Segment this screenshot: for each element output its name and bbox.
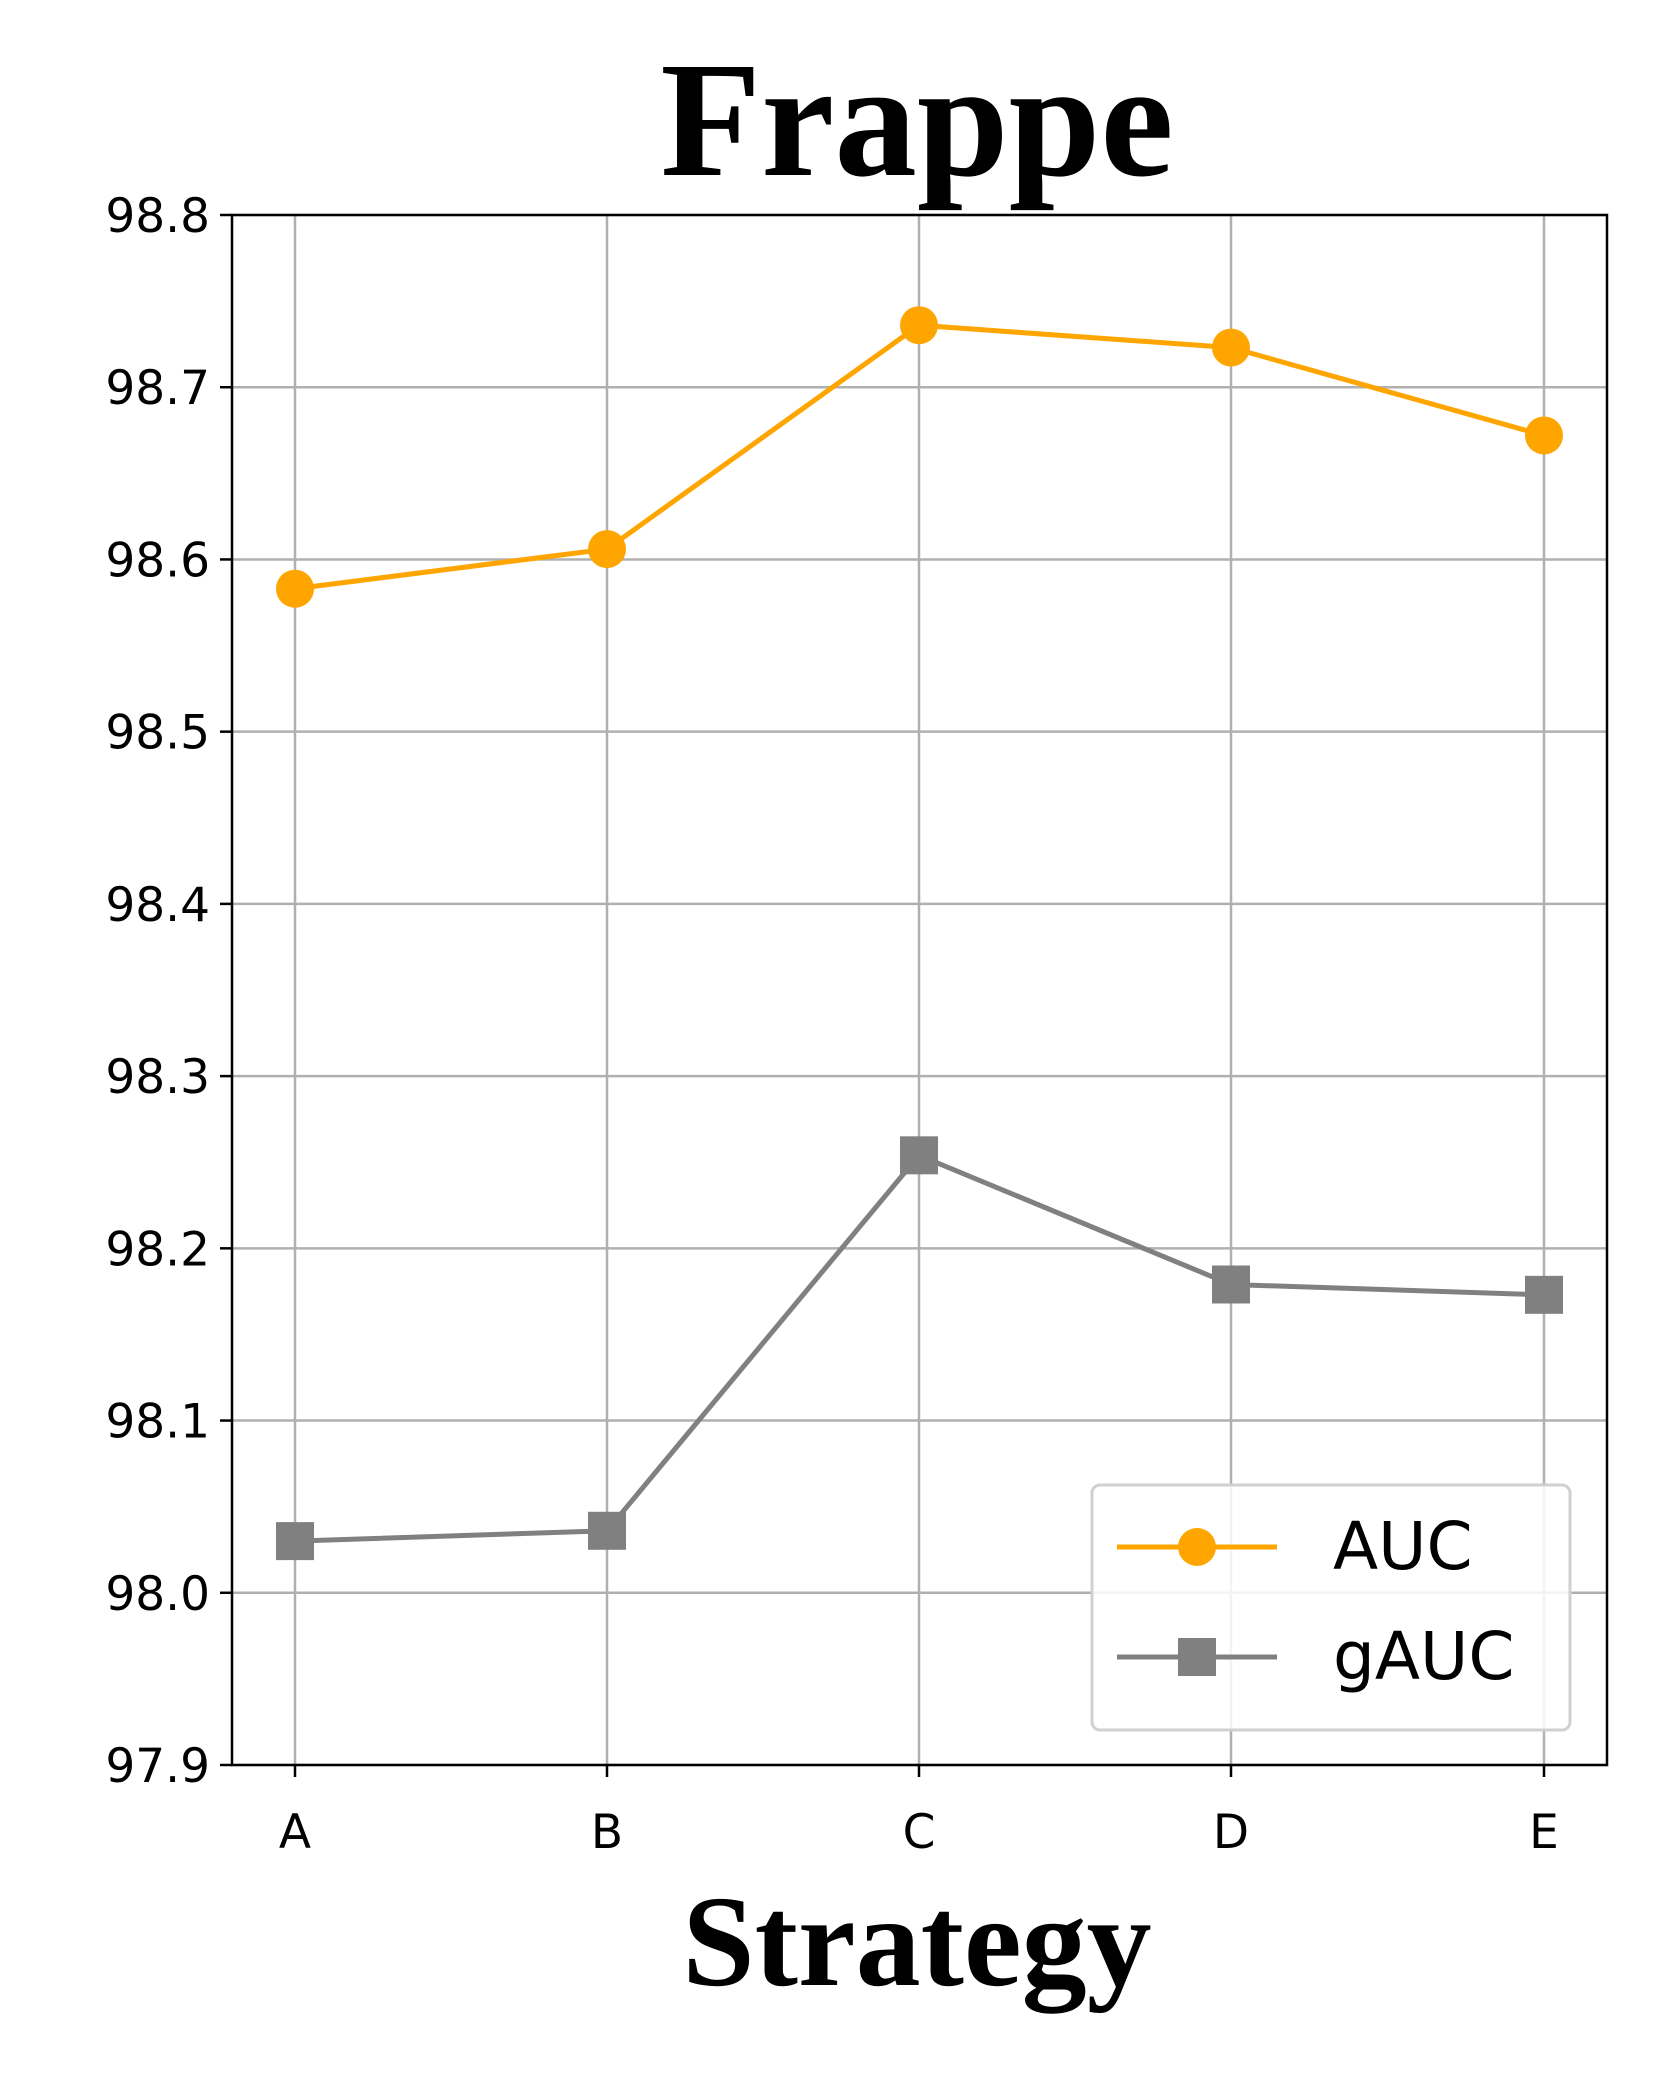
series-gauc <box>276 1136 1563 1561</box>
y-tick-label: 97.9 <box>105 1739 210 1794</box>
legend-marker <box>1178 1638 1216 1676</box>
x-tick-label: E <box>1529 1805 1559 1860</box>
y-tick-label: 98.2 <box>105 1222 210 1277</box>
data-point <box>588 530 626 569</box>
y-tick-label: 98.8 <box>105 189 210 244</box>
data-point <box>1525 1275 1563 1314</box>
x-tick-label: B <box>591 1805 623 1860</box>
x-axis: A B C D E <box>279 1765 1559 1860</box>
data-point <box>1212 1265 1250 1304</box>
y-tick-label: 98.4 <box>105 878 210 933</box>
data-point <box>900 1136 938 1175</box>
legend-label: gAUC <box>1333 1618 1514 1695</box>
y-tick-label: 98.7 <box>105 361 210 416</box>
data-point <box>1212 328 1250 367</box>
x-tick-label: C <box>903 1805 936 1860</box>
y-tick-label: 98.0 <box>105 1567 210 1622</box>
data-point <box>900 306 938 345</box>
legend-entry-auc: AUC <box>1117 1508 1473 1585</box>
y-tick-label: 98.5 <box>105 706 210 761</box>
series-auc <box>276 306 1563 608</box>
x-tick-label: D <box>1213 1805 1249 1860</box>
data-point <box>588 1511 626 1550</box>
legend-marker <box>1178 1528 1216 1566</box>
y-tick-label: 98.1 <box>105 1395 210 1450</box>
data-point <box>276 569 314 608</box>
data-point <box>276 1522 314 1561</box>
x-axis-label: Strategy <box>682 1870 1151 2014</box>
chart-title: Frappe <box>660 28 1173 211</box>
legend: AUC gAUC <box>1090 1483 1572 1732</box>
data-point <box>1525 416 1563 455</box>
series-layer <box>276 306 1563 1561</box>
legend-label: AUC <box>1333 1508 1473 1585</box>
y-tick-label: 98.3 <box>105 1050 210 1105</box>
legend-entry-gauc: gAUC <box>1117 1618 1514 1695</box>
y-tick-label: 98.6 <box>105 533 210 588</box>
y-axis: 98.8 98.7 98.6 98.5 98.4 98.3 98.2 98.1 98.0 97.9 <box>105 189 232 1794</box>
x-tick-label: A <box>279 1805 311 1860</box>
